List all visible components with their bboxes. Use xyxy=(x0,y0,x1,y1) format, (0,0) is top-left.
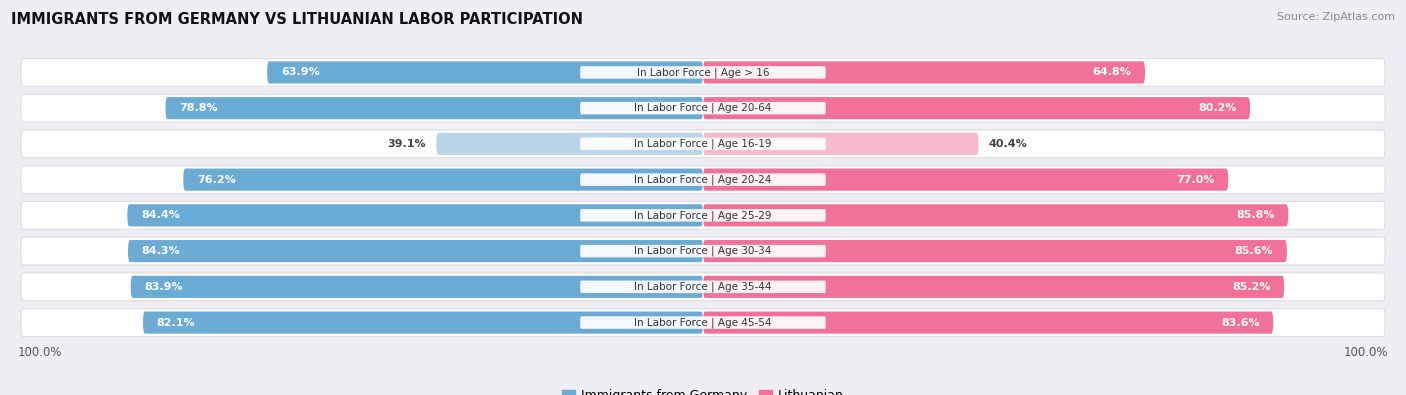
FancyBboxPatch shape xyxy=(166,97,703,119)
Text: In Labor Force | Age 35-44: In Labor Force | Age 35-44 xyxy=(634,282,772,292)
FancyBboxPatch shape xyxy=(21,130,1385,158)
Text: 78.8%: 78.8% xyxy=(179,103,218,113)
FancyBboxPatch shape xyxy=(581,66,825,79)
FancyBboxPatch shape xyxy=(703,133,979,155)
FancyBboxPatch shape xyxy=(581,209,825,222)
FancyBboxPatch shape xyxy=(703,276,1284,298)
FancyBboxPatch shape xyxy=(21,201,1385,229)
FancyBboxPatch shape xyxy=(581,316,825,329)
FancyBboxPatch shape xyxy=(267,61,703,83)
FancyBboxPatch shape xyxy=(703,61,1144,83)
Text: In Labor Force | Age 30-34: In Labor Force | Age 30-34 xyxy=(634,246,772,256)
Text: 85.2%: 85.2% xyxy=(1232,282,1271,292)
FancyBboxPatch shape xyxy=(21,166,1385,194)
FancyBboxPatch shape xyxy=(703,169,1229,191)
FancyBboxPatch shape xyxy=(703,240,1286,262)
FancyBboxPatch shape xyxy=(21,237,1385,265)
Text: 64.8%: 64.8% xyxy=(1092,68,1132,77)
FancyBboxPatch shape xyxy=(21,308,1385,337)
FancyBboxPatch shape xyxy=(21,94,1385,122)
Legend: Immigrants from Germany, Lithuanian: Immigrants from Germany, Lithuanian xyxy=(557,384,849,395)
Text: 82.1%: 82.1% xyxy=(156,318,195,327)
FancyBboxPatch shape xyxy=(581,173,825,186)
Text: Source: ZipAtlas.com: Source: ZipAtlas.com xyxy=(1277,12,1395,22)
FancyBboxPatch shape xyxy=(703,97,1250,119)
Text: 40.4%: 40.4% xyxy=(988,139,1028,149)
FancyBboxPatch shape xyxy=(21,273,1385,301)
Text: 76.2%: 76.2% xyxy=(197,175,236,184)
FancyBboxPatch shape xyxy=(183,169,703,191)
Text: 80.2%: 80.2% xyxy=(1198,103,1236,113)
FancyBboxPatch shape xyxy=(581,280,825,293)
Text: 83.9%: 83.9% xyxy=(145,282,183,292)
Text: 100.0%: 100.0% xyxy=(1344,346,1389,359)
Text: 63.9%: 63.9% xyxy=(281,68,319,77)
Text: 84.3%: 84.3% xyxy=(142,246,180,256)
Text: In Labor Force | Age 20-64: In Labor Force | Age 20-64 xyxy=(634,103,772,113)
Text: In Labor Force | Age 45-54: In Labor Force | Age 45-54 xyxy=(634,317,772,328)
FancyBboxPatch shape xyxy=(581,137,825,150)
Text: In Labor Force | Age 25-29: In Labor Force | Age 25-29 xyxy=(634,210,772,221)
Text: In Labor Force | Age > 16: In Labor Force | Age > 16 xyxy=(637,67,769,78)
Text: In Labor Force | Age 16-19: In Labor Force | Age 16-19 xyxy=(634,139,772,149)
FancyBboxPatch shape xyxy=(581,245,825,258)
Text: 77.0%: 77.0% xyxy=(1175,175,1215,184)
FancyBboxPatch shape xyxy=(128,240,703,262)
Text: 83.6%: 83.6% xyxy=(1220,318,1260,327)
Text: 84.4%: 84.4% xyxy=(141,211,180,220)
Text: In Labor Force | Age 20-24: In Labor Force | Age 20-24 xyxy=(634,174,772,185)
Text: 85.6%: 85.6% xyxy=(1234,246,1274,256)
Text: 39.1%: 39.1% xyxy=(388,139,426,149)
Text: 100.0%: 100.0% xyxy=(17,346,62,359)
FancyBboxPatch shape xyxy=(703,312,1274,334)
FancyBboxPatch shape xyxy=(21,58,1385,87)
FancyBboxPatch shape xyxy=(143,312,703,334)
Text: 85.8%: 85.8% xyxy=(1236,211,1275,220)
FancyBboxPatch shape xyxy=(131,276,703,298)
FancyBboxPatch shape xyxy=(436,133,703,155)
FancyBboxPatch shape xyxy=(581,102,825,115)
FancyBboxPatch shape xyxy=(703,204,1288,226)
FancyBboxPatch shape xyxy=(128,204,703,226)
Text: IMMIGRANTS FROM GERMANY VS LITHUANIAN LABOR PARTICIPATION: IMMIGRANTS FROM GERMANY VS LITHUANIAN LA… xyxy=(11,12,583,27)
